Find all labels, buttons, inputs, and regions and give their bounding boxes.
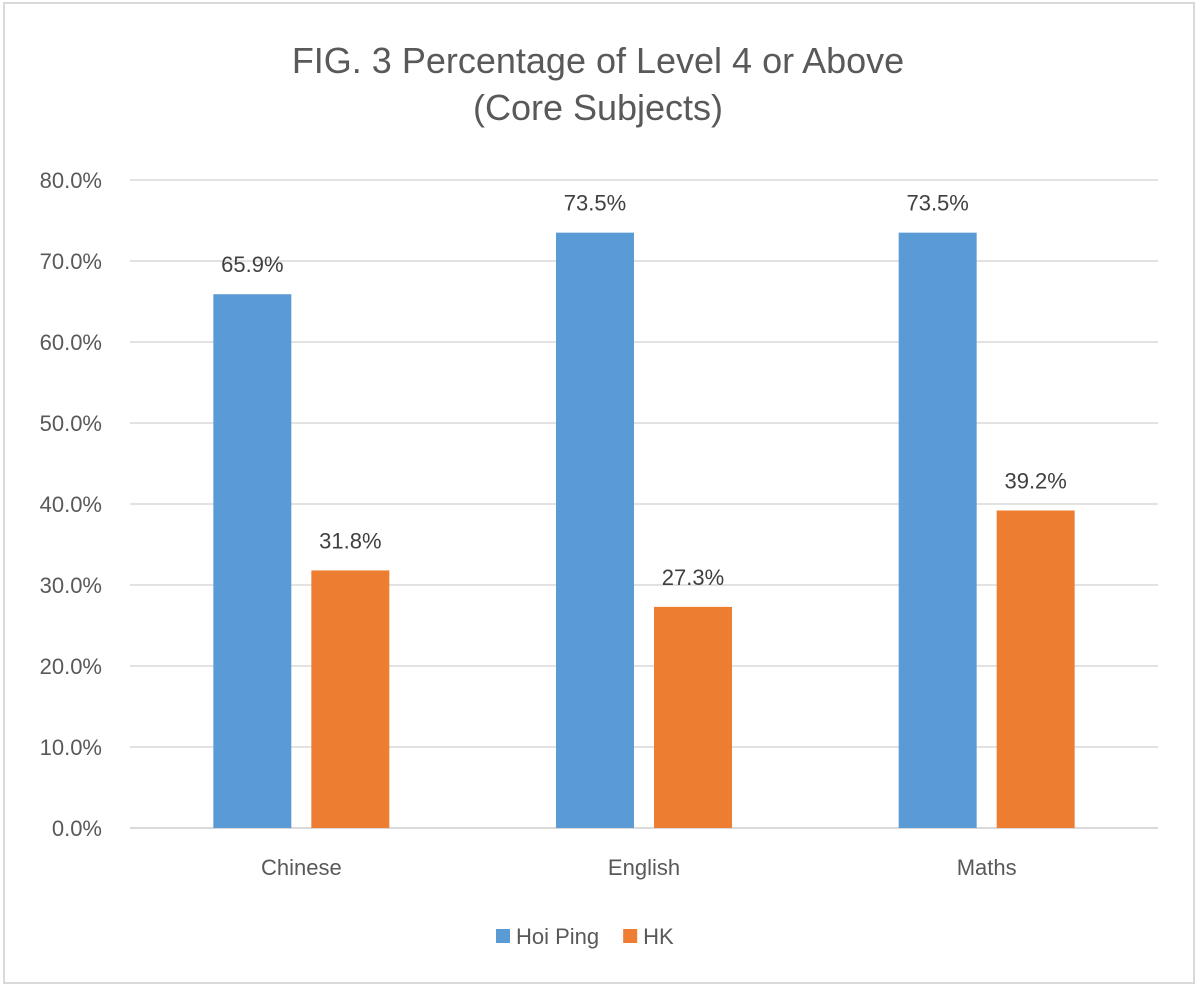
bar-hk bbox=[311, 570, 390, 828]
legend-swatch bbox=[496, 929, 510, 943]
legend-label: HK bbox=[643, 924, 674, 949]
x-category-label: Chinese bbox=[261, 855, 342, 880]
y-tick-label: 20.0% bbox=[40, 654, 102, 679]
y-tick-label: 70.0% bbox=[40, 249, 102, 274]
bar-hk bbox=[654, 606, 732, 828]
data-label: 73.5% bbox=[564, 191, 626, 216]
y-tick-label: 10.0% bbox=[40, 735, 102, 760]
bar-hoi-ping bbox=[556, 232, 634, 828]
y-tick-label: 80.0% bbox=[40, 168, 102, 193]
y-tick-label: 60.0% bbox=[40, 330, 102, 355]
data-label: 73.5% bbox=[906, 191, 968, 216]
y-tick-label: 50.0% bbox=[40, 411, 102, 436]
data-label: 65.9% bbox=[221, 252, 283, 277]
y-tick-label: 40.0% bbox=[40, 492, 102, 517]
y-tick-label: 30.0% bbox=[40, 573, 102, 598]
chart-title-line-2: (Core Subjects) bbox=[473, 87, 723, 128]
bar-hk bbox=[996, 510, 1075, 828]
data-label: 31.8% bbox=[319, 528, 381, 553]
chart-title-line-1: FIG. 3 Percentage of Level 4 or Above bbox=[292, 40, 904, 81]
x-category-label: Maths bbox=[957, 855, 1017, 880]
data-label: 39.2% bbox=[1004, 468, 1066, 493]
bar-hoi-ping bbox=[898, 232, 977, 828]
x-category-label: English bbox=[608, 855, 680, 880]
legend-label: Hoi Ping bbox=[516, 924, 599, 949]
legend-swatch bbox=[623, 929, 638, 943]
y-tick-label: 0.0% bbox=[52, 816, 102, 841]
data-label: 27.3% bbox=[662, 565, 724, 590]
bar-hoi-ping bbox=[213, 294, 292, 829]
